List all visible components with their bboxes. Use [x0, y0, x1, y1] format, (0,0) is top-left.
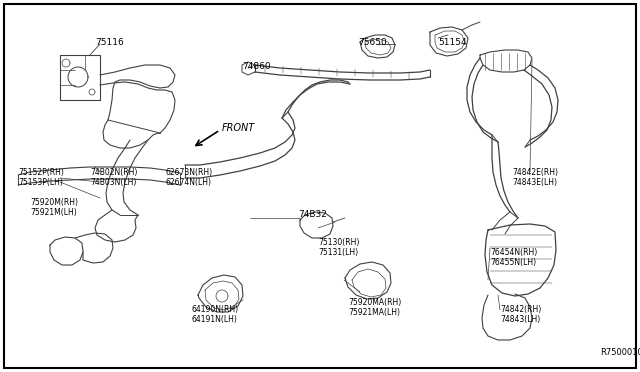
Text: 51154: 51154 — [438, 38, 467, 47]
Text: 62673N(RH)
62674N(LH): 62673N(RH) 62674N(LH) — [165, 168, 212, 187]
Text: 75130(RH)
75131(LH): 75130(RH) 75131(LH) — [318, 238, 360, 257]
Text: 74B32: 74B32 — [298, 210, 327, 219]
Text: 74842E(RH)
74843E(LH): 74842E(RH) 74843E(LH) — [512, 168, 558, 187]
Text: 75152P(RH)
75153P(LH): 75152P(RH) 75153P(LH) — [18, 168, 64, 187]
Text: 75920MA(RH)
75921MA(LH): 75920MA(RH) 75921MA(LH) — [348, 298, 401, 317]
Text: 74842(RH)
74843(LH): 74842(RH) 74843(LH) — [500, 305, 541, 324]
Text: 74860: 74860 — [242, 62, 271, 71]
Text: 76454N(RH)
76455N(LH): 76454N(RH) 76455N(LH) — [490, 248, 537, 267]
Text: 75920M(RH)
75921M(LH): 75920M(RH) 75921M(LH) — [30, 198, 78, 217]
Text: 75116: 75116 — [95, 38, 124, 47]
Text: R7500010: R7500010 — [600, 348, 640, 357]
Text: FRONT: FRONT — [222, 123, 255, 133]
Text: 64190N(RH)
64191N(LH): 64190N(RH) 64191N(LH) — [192, 305, 239, 324]
Text: 74B02N(RH)
74B03N(LH): 74B02N(RH) 74B03N(LH) — [90, 168, 138, 187]
Text: 75650: 75650 — [358, 38, 387, 47]
